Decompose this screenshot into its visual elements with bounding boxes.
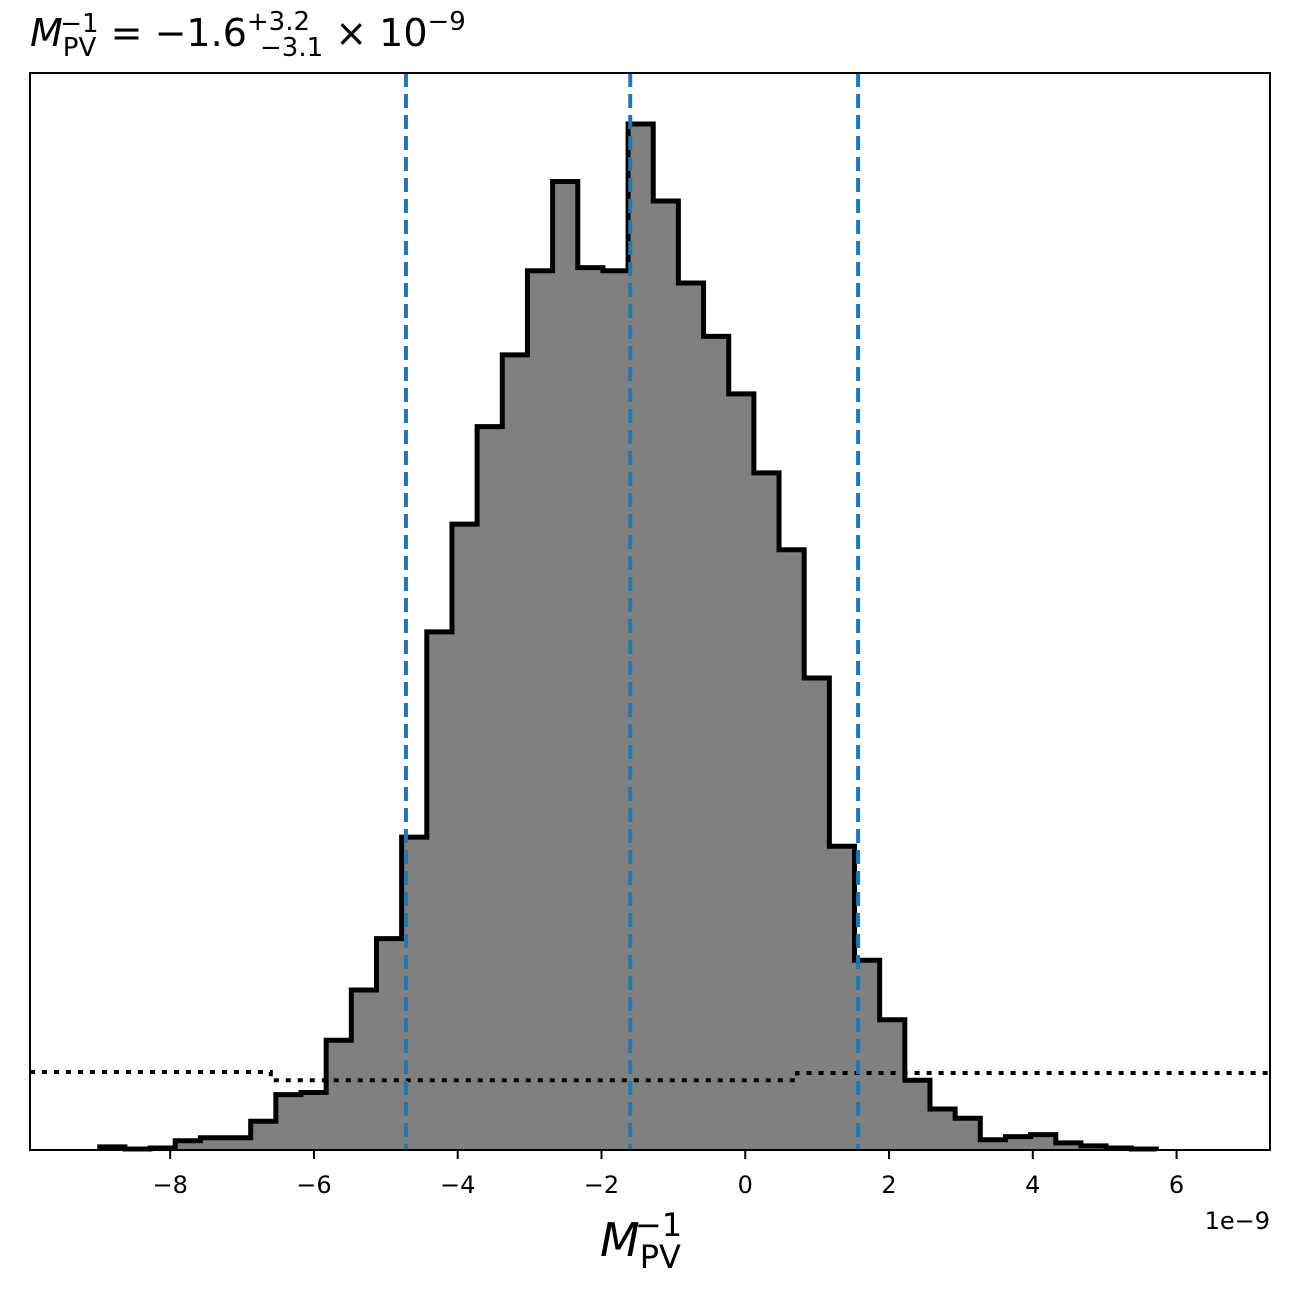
xlabel-symbol: M: [600, 1213, 640, 1267]
chart-title: MPV−1 = −1.6+3.2 −3.1 × 10−9: [30, 7, 466, 63]
title-multiplier: × 10: [323, 11, 427, 55]
histogram-bar: [728, 393, 755, 1150]
histogram-outline: [97, 121, 1159, 1152]
histogram-bar: [250, 1121, 277, 1150]
histogram-bar: [326, 1040, 352, 1150]
histogram-bar: [879, 1019, 906, 1150]
histogram-bar: [602, 270, 629, 1150]
histogram-bar: [351, 989, 377, 1150]
histogram-bar: [955, 1118, 981, 1150]
x-tick-label: 0: [738, 1171, 753, 1199]
histogram-bar: [200, 1137, 227, 1150]
x-tick-label: 4: [1025, 1171, 1040, 1199]
title-value: = −1.6: [99, 11, 247, 55]
x-offset-label: 1e−9: [1205, 1207, 1270, 1235]
title-exponent: −9: [428, 7, 466, 37]
xlabel-subscript: PV: [640, 1238, 681, 1276]
histogram-bar: [527, 270, 554, 1150]
histogram-bar: [854, 960, 881, 1150]
histogram-bar: [779, 549, 805, 1150]
histogram-bar: [653, 200, 679, 1150]
histogram-bar: [401, 837, 428, 1150]
x-tick-label: −2: [584, 1171, 619, 1199]
histogram-bar: [175, 1140, 201, 1150]
histogram-bar: [225, 1137, 252, 1150]
title-symbol: M: [30, 11, 63, 55]
title-subscript: PV: [63, 33, 97, 63]
x-tick-label: 2: [881, 1171, 896, 1199]
histogram-bar: [552, 181, 579, 1150]
histogram-bar: [980, 1139, 1006, 1150]
histogram-bar: [678, 283, 705, 1150]
histogram-bar: [703, 336, 730, 1151]
x-axis: −8 −6 −4 −2 0 2 4 6: [152, 1150, 1184, 1199]
histogram-bar: [451, 524, 478, 1150]
axes-frame: [29, 72, 1271, 1151]
histogram-bar: [753, 472, 780, 1151]
histogram-bar: [426, 631, 453, 1150]
plot-area: [30, 73, 1270, 1152]
x-axis-label: MPV−1: [600, 1206, 682, 1276]
title-upper-error: +3.2: [247, 7, 310, 37]
histogram-bar: [628, 124, 654, 1150]
histogram-bar: [804, 678, 830, 1150]
histogram-bars: [99, 124, 1157, 1151]
histogram-bar: [502, 354, 528, 1151]
histogram-bar: [577, 267, 604, 1150]
histogram-bar: [275, 1094, 302, 1150]
x-tick-label: −4: [440, 1171, 475, 1199]
xlabel-superscript: −1: [635, 1206, 682, 1244]
x-tick-label: 6: [1169, 1171, 1184, 1199]
x-tick-label: −8: [152, 1171, 187, 1199]
histogram-bar: [477, 426, 503, 1150]
histogram-bar: [1030, 1134, 1057, 1150]
histogram-bar: [904, 1080, 931, 1150]
histogram-bar: [301, 1092, 327, 1150]
histogram-bar: [829, 846, 856, 1150]
histogram-bar: [1005, 1136, 1032, 1150]
histogram-bar: [376, 938, 403, 1150]
x-tick-label: −6: [296, 1171, 331, 1199]
histogram-bar: [929, 1108, 956, 1150]
title-lower-error: −3.1: [260, 33, 323, 63]
histogram-bar: [1055, 1142, 1082, 1150]
title-superscript: −1: [60, 9, 98, 39]
